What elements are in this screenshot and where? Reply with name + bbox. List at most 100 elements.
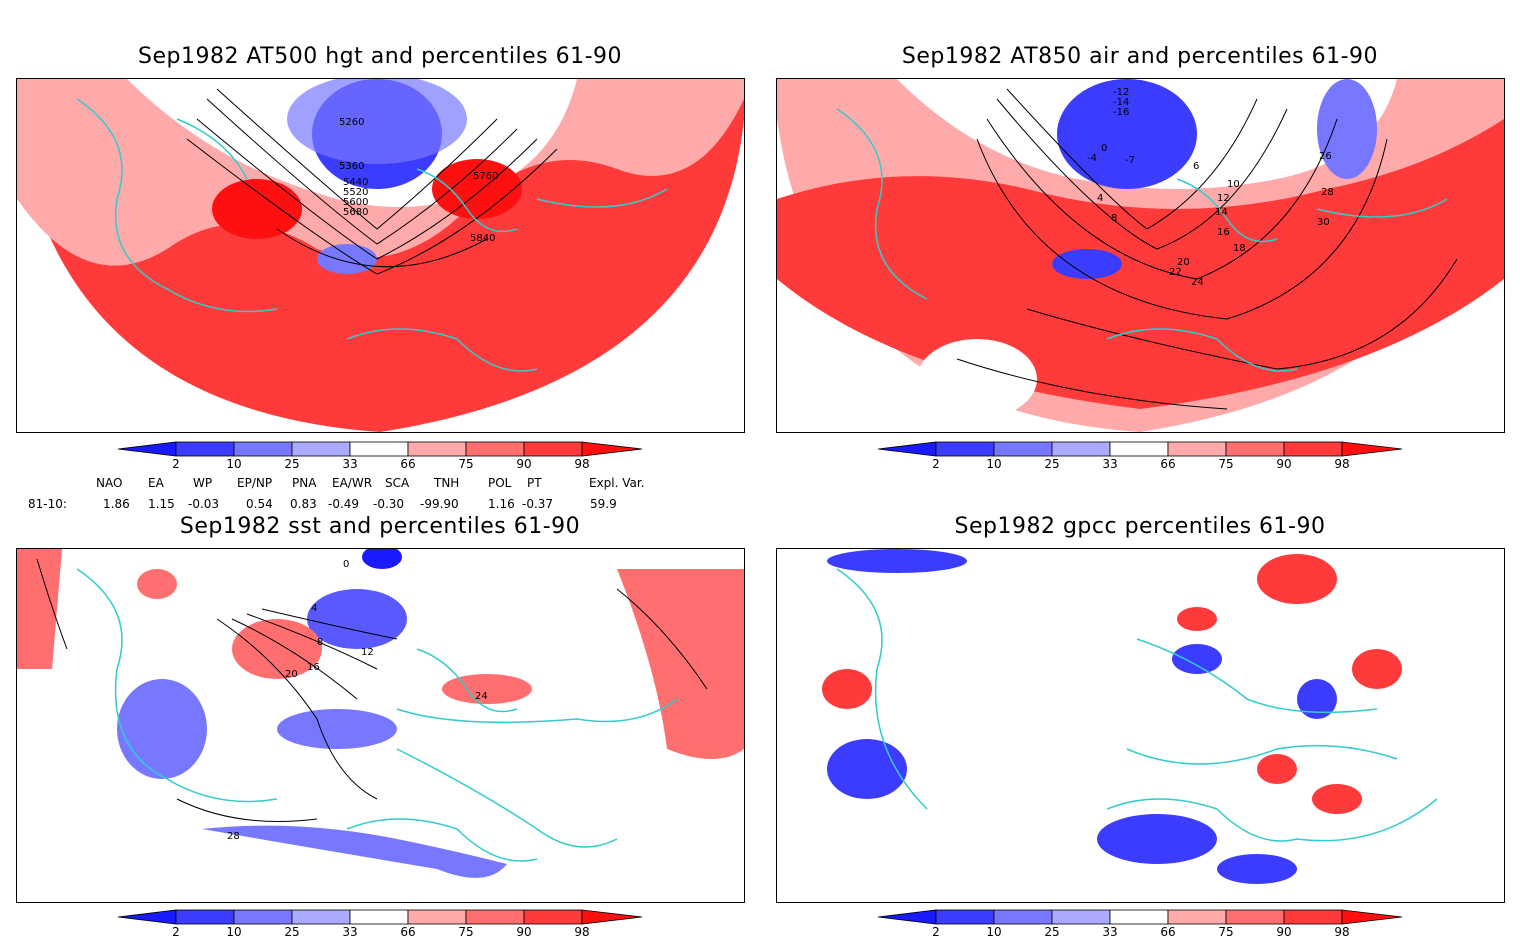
index-value: -0.30 (373, 497, 405, 511)
map-panel-air850: -12 -14 -16 -4 0 -7 4 6 8 10 12 14 16 18… (776, 78, 1505, 433)
colorbar-segment (935, 909, 995, 925)
contour-lines (36, 558, 708, 822)
index-header: PT (527, 476, 542, 490)
contour-label: 4 (1097, 193, 1103, 204)
contour-label: 26 (1319, 151, 1332, 162)
colorbar-segment (291, 441, 351, 457)
contour-label: 5520 (343, 187, 368, 198)
colorbar-tick-label: 2 (172, 457, 180, 471)
index-value: -0.03 (188, 497, 220, 511)
contour-label: -14 (1113, 97, 1129, 108)
panel-title-sst: Sep1982 sst and percentiles 61-90 (179, 514, 581, 539)
index-row-label: 81-10: (28, 497, 67, 511)
colorbar-segment (175, 909, 235, 925)
colorbar-tick-label: 75 (1218, 925, 1233, 939)
red-left-strip (17, 549, 62, 669)
panel-title-hgt500: Sep1982 AT500 hgt and percentiles 61-90 (137, 44, 623, 69)
index-header: WP (193, 476, 213, 490)
contour-label: 8 (317, 637, 323, 648)
colorbar-tick-label: 2 (932, 925, 940, 939)
blue-trough-east (1317, 79, 1377, 179)
contour-label: 24 (1191, 277, 1204, 288)
contour-label: 20 (285, 669, 298, 680)
contour-label: 6 (1193, 161, 1199, 172)
contour-label: 5600 (343, 197, 368, 208)
colorbar-segment (233, 909, 293, 925)
contour-label: 24 (475, 691, 488, 702)
contour-label: 5760 (473, 171, 498, 182)
contour-label: 22 (1169, 267, 1182, 278)
colorbar-segment (581, 909, 643, 925)
red-ridge-1 (212, 179, 302, 239)
colorbar-segment (935, 441, 995, 457)
index-value: -0.49 (328, 497, 360, 511)
blue-trough-light (287, 79, 467, 164)
colorbar-tick-label: 75 (458, 457, 473, 471)
contour-label: 4 (311, 603, 317, 614)
blue-band-south (202, 825, 507, 878)
index-value: 1.86 (103, 497, 130, 511)
colorbar-tick-label: 25 (1044, 457, 1059, 471)
colorbar-tick-label: 66 (400, 457, 415, 471)
colorbar-tick-label: 25 (284, 457, 299, 471)
index-header: POL (488, 476, 512, 490)
contour-label: 18 (1233, 243, 1246, 254)
red-blob-east (442, 674, 532, 704)
colorbar-segment (993, 441, 1053, 457)
colorbar-tick-label: 66 (1160, 925, 1175, 939)
blue-blob (317, 244, 377, 274)
contour-label: 16 (307, 662, 320, 673)
contour-label: 16 (1217, 227, 1230, 238)
coastlines (836, 568, 1438, 842)
map-panel-hgt500: 5260 5360 5440 5520 5600 5680 5760 5840 (16, 78, 745, 433)
colorbar-tick-label: 98 (1334, 925, 1349, 939)
colorbar-segment (175, 441, 235, 457)
colorbar-tick-label: 10 (986, 925, 1001, 939)
contour-label: 14 (1215, 207, 1228, 218)
index-value: -99.90 (420, 497, 459, 511)
colorbar-segment (349, 909, 409, 925)
colorbar-tick-label: 2 (172, 925, 180, 939)
contour-label: 5260 (339, 117, 364, 128)
index-header: NAO (96, 476, 123, 490)
blue-blob-center (277, 709, 397, 749)
colorbar-tick-label: 90 (1276, 457, 1291, 471)
contour-label: 20 (1177, 257, 1190, 268)
index-value: 1.16 (488, 497, 515, 511)
colorbar-tick-label: 98 (574, 925, 589, 939)
colorbar-segment (1109, 909, 1169, 925)
red-band (777, 119, 1504, 409)
colorbar-tick-label: 2 (932, 457, 940, 471)
colorbar-segment (523, 909, 583, 925)
contour-label: 12 (361, 647, 374, 658)
contour-label: 12 (1217, 193, 1230, 204)
index-header: EA (148, 476, 164, 490)
map-panel-gpcc (776, 548, 1505, 903)
panel-title-gpcc: Sep1982 gpcc percentiles 61-90 (954, 514, 1326, 539)
contour-label: 5840 (470, 233, 495, 244)
coastlines (836, 108, 1448, 372)
index-header: Expl. Var. (589, 476, 645, 490)
colorbar-tick-label: 33 (1102, 457, 1117, 471)
contour-label: 0 (1101, 143, 1107, 154)
colorbar-segment (465, 441, 525, 457)
coastlines (76, 568, 678, 862)
colorbar-tick-label: 98 (574, 457, 589, 471)
contour-lines (956, 88, 1458, 410)
red-right-region (617, 569, 744, 759)
contour-label: 5680 (343, 207, 368, 218)
colorbar-tick-label: 33 (342, 925, 357, 939)
index-header: EA/WR (332, 476, 373, 490)
colorbar-tick-label: 90 (516, 925, 531, 939)
colorbar-segment (1051, 441, 1111, 457)
contour-label: 30 (1317, 217, 1330, 228)
colorbar-segment (407, 441, 467, 457)
index-value: -0.37 (522, 497, 554, 511)
colorbar-segment (877, 909, 937, 925)
blue-blob-top (362, 549, 402, 569)
colorbar-segment (117, 441, 177, 457)
contour-label: 28 (1321, 187, 1334, 198)
blue-blob (1052, 249, 1122, 279)
blue-blob-west (117, 679, 207, 779)
colorbar-segment (1283, 909, 1343, 925)
